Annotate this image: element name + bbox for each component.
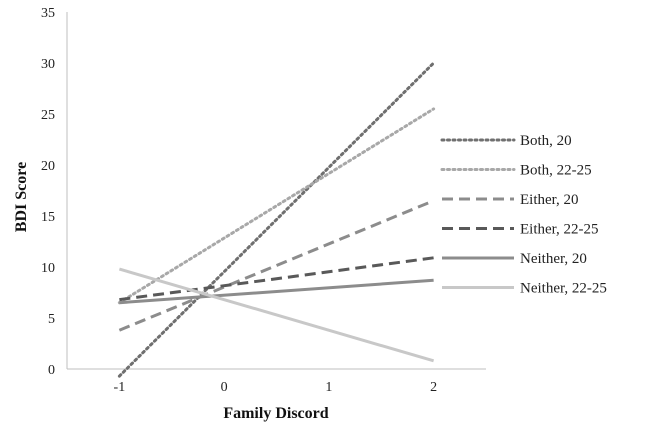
y-tick-label: 15 bbox=[41, 210, 55, 225]
y-tick-label: 30 bbox=[41, 57, 55, 72]
legend-item: Both, 20 bbox=[440, 133, 572, 149]
series-line-3 bbox=[118, 199, 435, 332]
y-tick-labels: 0 5 10 15 20 25 30 35 bbox=[41, 6, 55, 378]
series-line-1 bbox=[117, 61, 436, 378]
y-tick-label: 35 bbox=[41, 6, 55, 21]
legend-item: Both, 22-25 bbox=[440, 163, 592, 179]
x-axis-title: Family Discord bbox=[223, 405, 328, 422]
legend: Both, 20 Both, 22-25 Either, 20 Either, 22-… bbox=[440, 133, 607, 297]
x-tick-label: 1 bbox=[325, 380, 332, 395]
legend-item: Neither, 22-25 bbox=[442, 281, 607, 297]
legend-label: Either, 22-25 bbox=[520, 222, 599, 238]
y-tick-label: 5 bbox=[48, 312, 55, 327]
y-tick-label: 20 bbox=[41, 159, 55, 174]
y-tick-label: 0 bbox=[48, 363, 55, 378]
series-line-4 bbox=[119, 256, 434, 302]
legend-item: Neither, 20 bbox=[442, 251, 587, 267]
y-tick-label: 25 bbox=[41, 108, 55, 123]
legend-label: Both, 20 bbox=[520, 133, 572, 149]
x-tick-label: 2 bbox=[430, 380, 437, 395]
x-tick-labels: -1 0 1 2 bbox=[114, 380, 438, 395]
legend-item: Either, 22-25 bbox=[442, 222, 599, 238]
legend-label: Both, 22-25 bbox=[520, 163, 592, 179]
x-tick-label: -1 bbox=[114, 380, 126, 395]
y-tick-label: 10 bbox=[41, 261, 55, 276]
legend-label: Either, 20 bbox=[520, 192, 579, 208]
plot-area: 0 5 10 15 20 25 30 35 -1 0 1 2 bbox=[41, 6, 486, 395]
x-tick-label: 0 bbox=[221, 380, 228, 395]
legend-label: Neither, 20 bbox=[520, 251, 587, 267]
series-line-6 bbox=[118, 267, 435, 363]
series-line-2 bbox=[117, 107, 436, 305]
legend-label: Neither, 22-25 bbox=[520, 281, 607, 297]
legend-item: Either, 20 bbox=[442, 192, 579, 208]
series-line-5 bbox=[119, 278, 434, 305]
y-axis-title: BDI Score bbox=[13, 162, 30, 232]
series-lines bbox=[117, 61, 436, 378]
